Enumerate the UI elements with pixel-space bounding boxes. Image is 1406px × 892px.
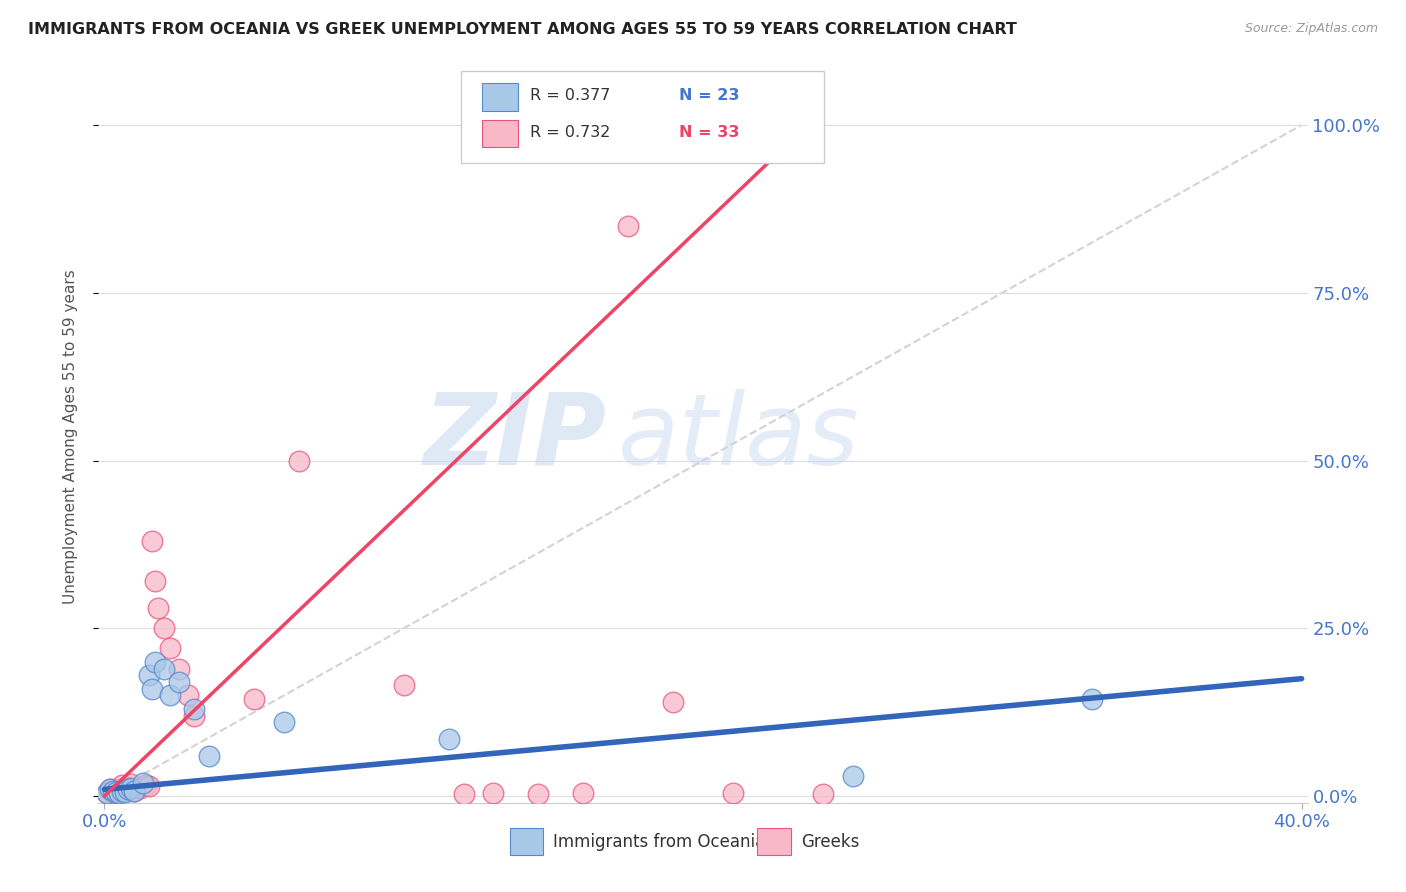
Point	[96, 786, 118, 800]
Point	[453, 787, 475, 801]
Point	[167, 662, 190, 676]
Point	[132, 775, 155, 789]
Point	[527, 787, 550, 801]
Point	[141, 534, 163, 549]
Point	[120, 777, 142, 791]
Point	[273, 715, 295, 730]
Point	[1081, 691, 1104, 706]
Point	[103, 783, 125, 797]
Point	[572, 786, 595, 800]
Point	[138, 779, 160, 793]
Point	[392, 678, 415, 692]
Point	[100, 782, 122, 797]
Text: N = 33: N = 33	[679, 125, 740, 139]
Point	[437, 732, 460, 747]
Point	[148, 601, 170, 615]
Point	[143, 655, 166, 669]
Point	[111, 783, 134, 797]
Point	[183, 702, 205, 716]
Text: N = 23: N = 23	[679, 88, 740, 103]
Point	[198, 748, 221, 763]
Point	[159, 641, 181, 656]
Text: R = 0.732: R = 0.732	[530, 125, 610, 139]
Point	[153, 621, 176, 635]
Point	[108, 786, 131, 800]
Point	[617, 219, 640, 233]
Point	[129, 780, 152, 795]
Point	[841, 769, 863, 783]
Point	[243, 691, 266, 706]
Point	[108, 782, 131, 797]
FancyBboxPatch shape	[509, 828, 543, 855]
Point	[117, 782, 139, 797]
Point	[105, 785, 128, 799]
Text: Immigrants from Oceania: Immigrants from Oceania	[553, 833, 765, 851]
FancyBboxPatch shape	[482, 120, 517, 147]
Point	[103, 786, 125, 800]
Point	[177, 689, 200, 703]
Point	[117, 780, 139, 795]
FancyBboxPatch shape	[461, 71, 824, 163]
Text: atlas: atlas	[619, 389, 860, 485]
Point	[124, 783, 146, 797]
FancyBboxPatch shape	[482, 83, 517, 111]
Text: ZIP: ZIP	[423, 389, 606, 485]
Point	[114, 783, 136, 797]
Point	[153, 662, 176, 676]
Point	[105, 783, 128, 797]
Point	[135, 778, 157, 792]
Point	[111, 778, 134, 792]
Point	[811, 787, 834, 801]
Point	[120, 780, 142, 795]
Point	[143, 574, 166, 589]
Point	[288, 453, 311, 467]
Point	[124, 783, 146, 797]
Point	[482, 786, 505, 800]
Point	[662, 695, 685, 709]
Text: Greeks: Greeks	[801, 833, 859, 851]
Text: Source: ZipAtlas.com: Source: ZipAtlas.com	[1244, 22, 1378, 36]
Text: R = 0.377: R = 0.377	[530, 88, 610, 103]
Point	[159, 689, 181, 703]
Point	[138, 668, 160, 682]
FancyBboxPatch shape	[758, 828, 792, 855]
Point	[183, 708, 205, 723]
Point	[96, 786, 118, 800]
Point	[167, 675, 190, 690]
Point	[100, 782, 122, 797]
Y-axis label: Unemployment Among Ages 55 to 59 years: Unemployment Among Ages 55 to 59 years	[63, 269, 77, 605]
Point	[721, 786, 744, 800]
Point	[676, 118, 699, 132]
Point	[141, 681, 163, 696]
Point	[114, 785, 136, 799]
Text: IMMIGRANTS FROM OCEANIA VS GREEK UNEMPLOYMENT AMONG AGES 55 TO 59 YEARS CORRELAT: IMMIGRANTS FROM OCEANIA VS GREEK UNEMPLO…	[28, 22, 1017, 37]
